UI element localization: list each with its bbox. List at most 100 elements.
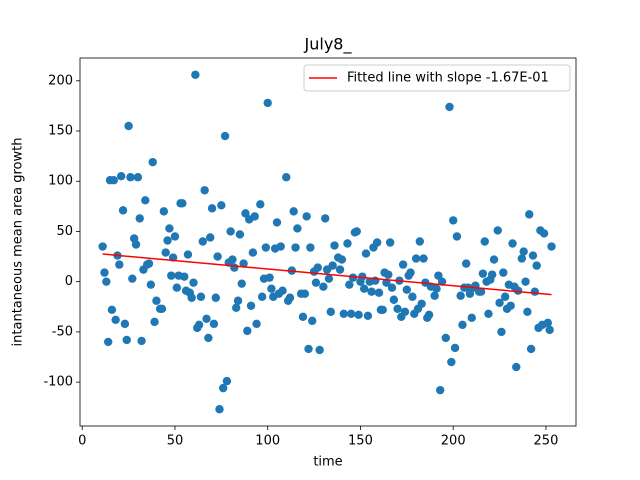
point bbox=[452, 232, 462, 241]
point bbox=[272, 218, 282, 227]
point bbox=[148, 157, 157, 167]
point bbox=[497, 327, 506, 337]
point bbox=[189, 278, 198, 287]
point bbox=[521, 277, 530, 286]
point bbox=[385, 238, 395, 247]
point bbox=[400, 307, 410, 317]
x-tick-label: 0 bbox=[78, 434, 86, 449]
point bbox=[526, 344, 536, 354]
point bbox=[393, 304, 402, 313]
y-tick-label: 100 bbox=[48, 174, 73, 189]
point bbox=[128, 274, 137, 283]
point bbox=[211, 293, 220, 302]
point bbox=[465, 289, 475, 298]
point bbox=[359, 284, 369, 293]
point bbox=[411, 254, 421, 263]
point bbox=[358, 272, 367, 281]
point bbox=[308, 316, 317, 326]
point bbox=[218, 383, 228, 393]
point bbox=[122, 335, 131, 345]
point bbox=[222, 376, 232, 386]
point bbox=[220, 131, 230, 141]
point bbox=[530, 287, 540, 296]
point bbox=[348, 273, 358, 282]
point bbox=[436, 385, 445, 395]
point bbox=[111, 315, 120, 325]
point bbox=[257, 292, 267, 301]
point bbox=[330, 241, 339, 250]
point bbox=[424, 310, 434, 320]
point bbox=[298, 312, 308, 322]
point bbox=[335, 265, 345, 274]
point bbox=[100, 268, 109, 277]
point bbox=[187, 293, 196, 302]
point bbox=[202, 314, 211, 324]
point bbox=[461, 259, 471, 268]
point bbox=[131, 240, 141, 249]
point bbox=[157, 304, 167, 313]
point bbox=[248, 248, 258, 257]
point bbox=[311, 278, 321, 287]
point bbox=[172, 283, 182, 292]
point bbox=[480, 237, 489, 246]
point bbox=[217, 201, 226, 210]
point bbox=[300, 289, 310, 298]
point bbox=[141, 196, 150, 205]
point bbox=[265, 273, 274, 282]
point bbox=[512, 362, 521, 372]
point bbox=[419, 254, 428, 263]
point bbox=[263, 98, 272, 108]
y-axis-label: intantaneous mean area growth bbox=[11, 138, 26, 347]
point bbox=[345, 280, 354, 289]
legend-box bbox=[303, 64, 571, 92]
point bbox=[213, 252, 222, 261]
point bbox=[291, 243, 300, 252]
point bbox=[499, 268, 508, 277]
point bbox=[107, 305, 117, 314]
point bbox=[126, 173, 135, 182]
point bbox=[519, 247, 528, 256]
point bbox=[525, 210, 534, 219]
point bbox=[237, 279, 246, 288]
point bbox=[159, 207, 169, 216]
point bbox=[489, 255, 499, 264]
point bbox=[109, 176, 118, 185]
point bbox=[346, 309, 356, 319]
point bbox=[456, 291, 465, 300]
point bbox=[165, 224, 174, 233]
point bbox=[209, 319, 219, 329]
point bbox=[118, 206, 128, 215]
axes-frame bbox=[79, 57, 577, 427]
point bbox=[528, 251, 538, 260]
y-tick-label: 0 bbox=[65, 274, 73, 289]
point bbox=[415, 237, 425, 246]
point bbox=[302, 212, 311, 221]
point bbox=[267, 284, 276, 293]
point bbox=[241, 209, 250, 218]
point bbox=[450, 343, 460, 353]
point bbox=[398, 260, 408, 269]
point bbox=[372, 238, 382, 247]
point bbox=[178, 199, 187, 208]
point bbox=[161, 248, 170, 257]
point bbox=[256, 200, 265, 209]
point bbox=[293, 224, 302, 233]
point bbox=[326, 307, 335, 317]
point bbox=[196, 292, 206, 301]
point bbox=[207, 204, 217, 213]
point bbox=[384, 270, 393, 279]
point bbox=[321, 214, 330, 223]
point bbox=[163, 236, 172, 245]
point bbox=[233, 296, 243, 305]
point bbox=[476, 287, 486, 296]
point bbox=[206, 233, 215, 242]
point bbox=[250, 212, 259, 221]
point bbox=[276, 242, 285, 251]
fit-line bbox=[102, 253, 552, 296]
x-tick-label: 50 bbox=[167, 434, 184, 449]
point bbox=[354, 310, 363, 320]
point bbox=[116, 172, 126, 181]
point bbox=[352, 227, 361, 236]
point bbox=[315, 345, 324, 355]
